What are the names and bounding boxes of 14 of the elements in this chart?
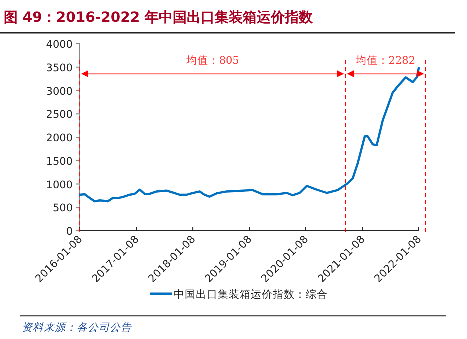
y-tick-label: 2500 — [46, 109, 73, 122]
y-tick-label: 2000 — [46, 132, 73, 144]
annotation: 均值：2282 — [354, 55, 416, 67]
annotation: 均值：805 — [185, 55, 240, 67]
y-tick-label: 1500 — [46, 156, 73, 168]
y-tick-label: 3500 — [46, 62, 73, 74]
y-tick-label: 0 — [66, 226, 73, 238]
y-tick-label: 4000 — [46, 39, 73, 51]
chart-title: 图 49：2016-2022 年中国出口集装箱运价指数 — [4, 10, 314, 26]
y-tick-label: 1000 — [46, 179, 73, 192]
y-tick-label: 3000 — [46, 86, 73, 98]
text: 资料来源：各公司公告 — [22, 322, 133, 334]
y-tick-label: 500 — [52, 202, 73, 215]
legend-label: 中国出口集装箱运价指数：综合 — [174, 288, 328, 301]
